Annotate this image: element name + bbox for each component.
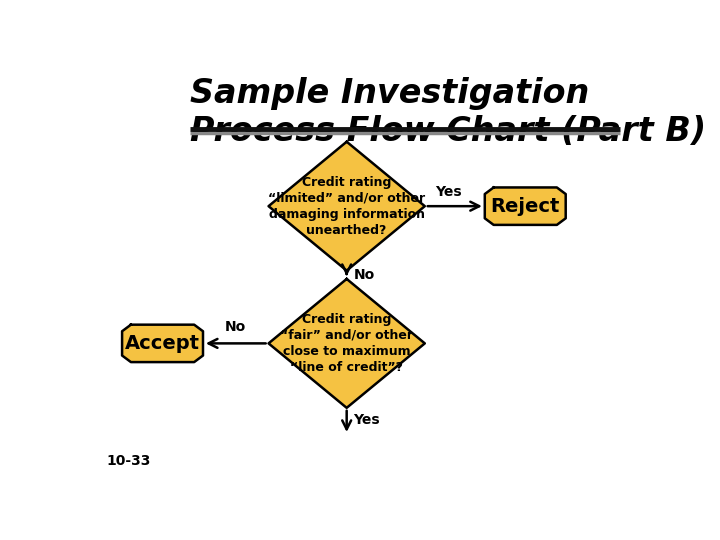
Text: Yes: Yes — [435, 185, 462, 199]
Polygon shape — [269, 279, 425, 408]
Text: No: No — [354, 268, 374, 282]
Text: No: No — [225, 320, 246, 334]
Text: Credit rating
“limited” and/or other
damaging information
unearthed?: Credit rating “limited” and/or other dam… — [268, 176, 426, 237]
Text: Sample Investigation: Sample Investigation — [190, 77, 590, 110]
Polygon shape — [122, 325, 203, 362]
Text: Yes: Yes — [354, 413, 380, 427]
Text: 10-33: 10-33 — [107, 454, 151, 468]
Text: Process Flow Chart (Part B): Process Flow Chart (Part B) — [190, 114, 706, 148]
Text: Accept: Accept — [125, 334, 200, 353]
Text: Credit rating
“fair” and/or other
close to maximum
“line of credit”?: Credit rating “fair” and/or other close … — [280, 313, 413, 374]
Polygon shape — [485, 187, 566, 225]
Polygon shape — [269, 141, 425, 271]
Text: Reject: Reject — [490, 197, 560, 215]
